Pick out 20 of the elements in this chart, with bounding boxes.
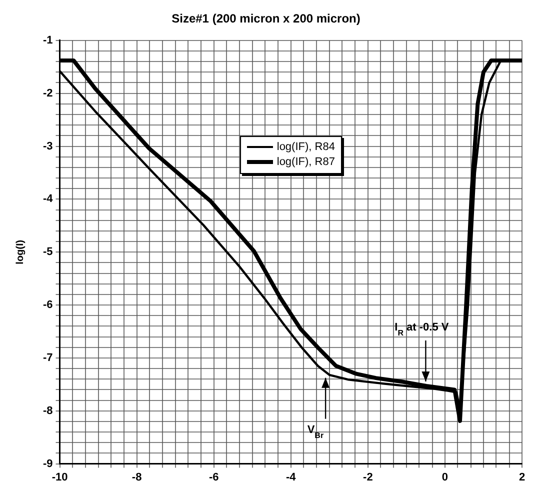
y-tick-label: -8 bbox=[43, 404, 53, 417]
legend-label: log(IF), R87 bbox=[276, 154, 335, 170]
x-tick-label: -10 bbox=[52, 471, 68, 484]
legend-label: log(IF), R84 bbox=[276, 140, 335, 155]
x-tick-label: -6 bbox=[208, 471, 219, 484]
y-tick-label: -6 bbox=[43, 299, 53, 312]
x-tick-label: 2 bbox=[518, 471, 526, 484]
y-axis-title: log(I) bbox=[14, 240, 26, 264]
y-tick-label: -7 bbox=[43, 352, 53, 364]
y-tick-label: -1 bbox=[43, 34, 53, 46]
x-tick-label: -8 bbox=[132, 471, 142, 484]
chart-title: Size#1 (200 micron x 200 micron) bbox=[172, 12, 360, 26]
y-tick-label: -3 bbox=[43, 140, 53, 152]
y-tick-label: -9 bbox=[43, 458, 53, 470]
y-tick-label: -2 bbox=[43, 87, 53, 100]
x-tick-label: -2 bbox=[363, 471, 373, 484]
x-tick-label: -4 bbox=[286, 471, 297, 484]
y-tick-label: -5 bbox=[43, 246, 53, 258]
y-tick-label: -4 bbox=[43, 193, 54, 206]
x-tick-label: 0 bbox=[442, 471, 448, 484]
